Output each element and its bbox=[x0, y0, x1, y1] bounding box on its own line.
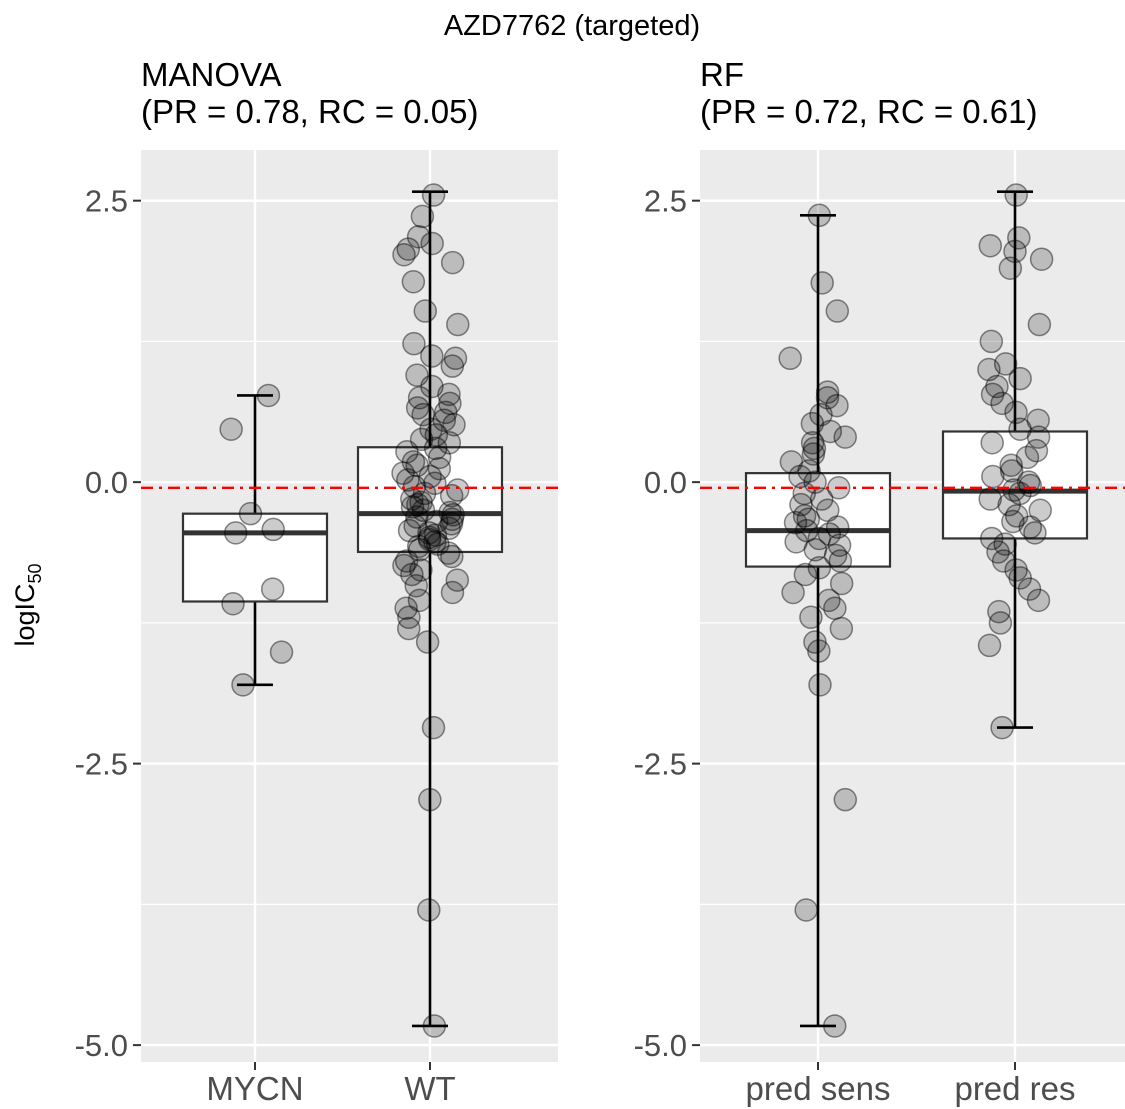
data-point bbox=[414, 300, 436, 322]
data-point bbox=[393, 244, 415, 266]
data-point bbox=[1028, 314, 1050, 336]
data-point bbox=[999, 257, 1021, 279]
data-point bbox=[811, 272, 833, 294]
data-point bbox=[979, 634, 1001, 656]
data-point bbox=[225, 522, 247, 544]
data-point bbox=[1031, 248, 1053, 270]
y-axis-label: logIC50 bbox=[10, 563, 45, 646]
x-tick-label: WT bbox=[404, 1070, 455, 1107]
data-point bbox=[447, 314, 469, 336]
data-point bbox=[423, 1015, 445, 1037]
data-point bbox=[421, 345, 443, 367]
x-tick-label: pred res bbox=[954, 1070, 1075, 1107]
data-point bbox=[808, 204, 830, 226]
panel-background bbox=[141, 150, 558, 1062]
data-point bbox=[442, 252, 464, 274]
data-point bbox=[262, 578, 284, 600]
data-point bbox=[824, 597, 846, 619]
data-point bbox=[257, 384, 279, 406]
data-point bbox=[826, 300, 848, 322]
panel-title-method: MANOVA bbox=[141, 56, 282, 93]
data-point bbox=[418, 899, 440, 921]
data-point bbox=[1009, 368, 1031, 390]
data-point bbox=[989, 612, 1011, 634]
panel-background bbox=[700, 150, 1125, 1062]
data-point bbox=[423, 184, 445, 206]
y-tick-label: 0.0 bbox=[85, 465, 128, 500]
data-point bbox=[782, 581, 804, 603]
data-point bbox=[991, 717, 1013, 739]
data-point bbox=[421, 232, 443, 254]
y-tick-label: 2.5 bbox=[644, 184, 687, 219]
data-point bbox=[795, 899, 817, 921]
data-point bbox=[834, 789, 856, 811]
data-point bbox=[222, 593, 244, 615]
data-point bbox=[979, 235, 1001, 257]
y-tick-label: -2.5 bbox=[75, 747, 128, 782]
data-point bbox=[441, 545, 463, 567]
x-tick-label: MYCN bbox=[206, 1070, 303, 1107]
data-point bbox=[809, 674, 831, 696]
panel-title-metrics: (PR = 0.72, RC = 0.61) bbox=[700, 93, 1038, 130]
panel-title-metrics: (PR = 0.78, RC = 0.05) bbox=[141, 93, 479, 130]
data-point bbox=[262, 518, 284, 540]
data-point bbox=[422, 717, 444, 739]
data-point bbox=[829, 550, 851, 572]
data-point bbox=[779, 347, 801, 369]
data-point bbox=[442, 581, 464, 603]
data-point bbox=[417, 631, 439, 653]
data-point bbox=[1024, 522, 1046, 544]
data-point bbox=[240, 503, 262, 525]
panel-1: MANOVA(PR = 0.78, RC = 0.05) 2.5 0.0 -2.5 -5… bbox=[75, 56, 558, 1107]
data-point bbox=[1005, 184, 1027, 206]
x-tick-label: pred sens bbox=[746, 1070, 891, 1107]
y-axis-label-subscript: 50 bbox=[25, 563, 45, 583]
panel-2: RF(PR = 0.72, RC = 0.61) 2.5 0.0 -2.5 -5.0 pr… bbox=[634, 56, 1125, 1107]
panels: MANOVA(PR = 0.78, RC = 0.05) 2.5 0.0 -2.5 -5… bbox=[75, 56, 1125, 1107]
data-point bbox=[982, 466, 1004, 488]
data-point bbox=[1027, 589, 1049, 611]
y-axis-label-main: logIC bbox=[10, 584, 40, 647]
data-point bbox=[980, 330, 1002, 352]
data-point bbox=[808, 640, 830, 662]
panel-title-method: RF bbox=[700, 56, 744, 93]
data-point bbox=[220, 418, 242, 440]
y-tick-label: -2.5 bbox=[634, 747, 687, 782]
data-point bbox=[419, 789, 441, 811]
data-point bbox=[824, 1015, 846, 1037]
figure-title: AZD7762 (targeted) bbox=[444, 10, 700, 42]
y-tick-label: -5.0 bbox=[75, 1028, 128, 1063]
data-point bbox=[232, 674, 254, 696]
data-point bbox=[800, 606, 822, 628]
data-point bbox=[830, 618, 852, 640]
box-iqr bbox=[183, 514, 327, 602]
data-point bbox=[402, 271, 424, 293]
y-tick-label: 2.5 bbox=[85, 184, 128, 219]
data-point bbox=[398, 618, 420, 640]
data-point bbox=[441, 355, 463, 377]
data-point bbox=[981, 432, 1003, 454]
data-point bbox=[411, 205, 433, 227]
data-point bbox=[271, 641, 293, 663]
y-tick-label: 0.0 bbox=[644, 465, 687, 500]
y-tick-label: -5.0 bbox=[634, 1028, 687, 1063]
data-point bbox=[834, 426, 856, 448]
